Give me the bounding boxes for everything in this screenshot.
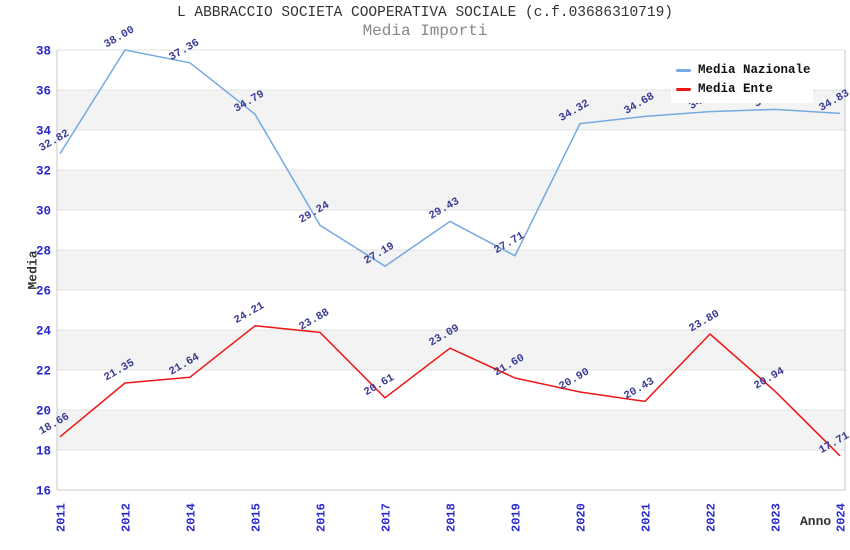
y-tick-label: 36 — [36, 85, 51, 99]
grid-band — [57, 130, 845, 170]
x-tick-label: 2021 — [640, 503, 654, 532]
x-tick-label: 2016 — [315, 503, 329, 532]
y-tick-label: 18 — [36, 445, 51, 459]
y-tick-label: 24 — [36, 325, 52, 339]
x-tick-label: 2012 — [120, 503, 134, 532]
x-tick-label: 2014 — [185, 503, 199, 532]
legend-item-media-nazionale: Media Nazionale — [676, 63, 813, 77]
y-tick-label: 30 — [36, 205, 51, 219]
y-tick-label: 32 — [36, 165, 51, 179]
media-ente-line — [59, 325, 841, 457]
legend-label-media-ente: Media Ente — [698, 82, 774, 96]
chart-subtitle: Media Importi — [362, 22, 488, 40]
x-tick-label: 2011 — [55, 503, 69, 532]
grid-band — [57, 290, 845, 330]
media-nazionale-line-swatch — [676, 68, 691, 72]
grid-band — [57, 170, 845, 210]
grid-band — [57, 210, 845, 250]
media-ente-line-swatch — [676, 87, 691, 91]
x-tick-label: 2024 — [835, 503, 849, 532]
x-tick-label: 2018 — [445, 503, 459, 532]
x-tick-label: 2015 — [250, 503, 264, 532]
media-nazionale-line — [59, 49, 841, 267]
x-tick-label: 2023 — [770, 503, 784, 532]
y-tick-label: 22 — [36, 365, 51, 379]
x-tick-label: 2017 — [380, 503, 394, 532]
y-tick-label: 38 — [36, 45, 51, 59]
legend: Media Nazionale Media Ente — [671, 56, 813, 103]
y-tick-label: 26 — [36, 285, 51, 299]
x-tick-label: 2019 — [510, 503, 524, 532]
grid-band — [57, 410, 845, 450]
grid-band — [57, 450, 845, 490]
y-tick-label: 16 — [36, 485, 51, 499]
y-tick-label: 34 — [36, 125, 52, 139]
media-nazionale-point-label: 38.00 — [102, 24, 137, 51]
y-tick-label: 28 — [36, 245, 51, 259]
y-axis-title: Media — [25, 250, 41, 290]
x-tick-label: 2020 — [575, 503, 589, 532]
chart-title: L ABBRACCIO SOCIETA COOPERATIVA SOCIALE … — [177, 5, 673, 21]
y-tick-label: 20 — [36, 405, 51, 419]
legend-label-media-nazionale: Media Nazionale — [698, 63, 811, 77]
x-axis-title: Anno — [800, 514, 832, 529]
legend-item-media-ente: Media Ente — [676, 82, 813, 96]
grid-band — [57, 250, 845, 290]
x-tick-label: 2022 — [705, 503, 719, 532]
